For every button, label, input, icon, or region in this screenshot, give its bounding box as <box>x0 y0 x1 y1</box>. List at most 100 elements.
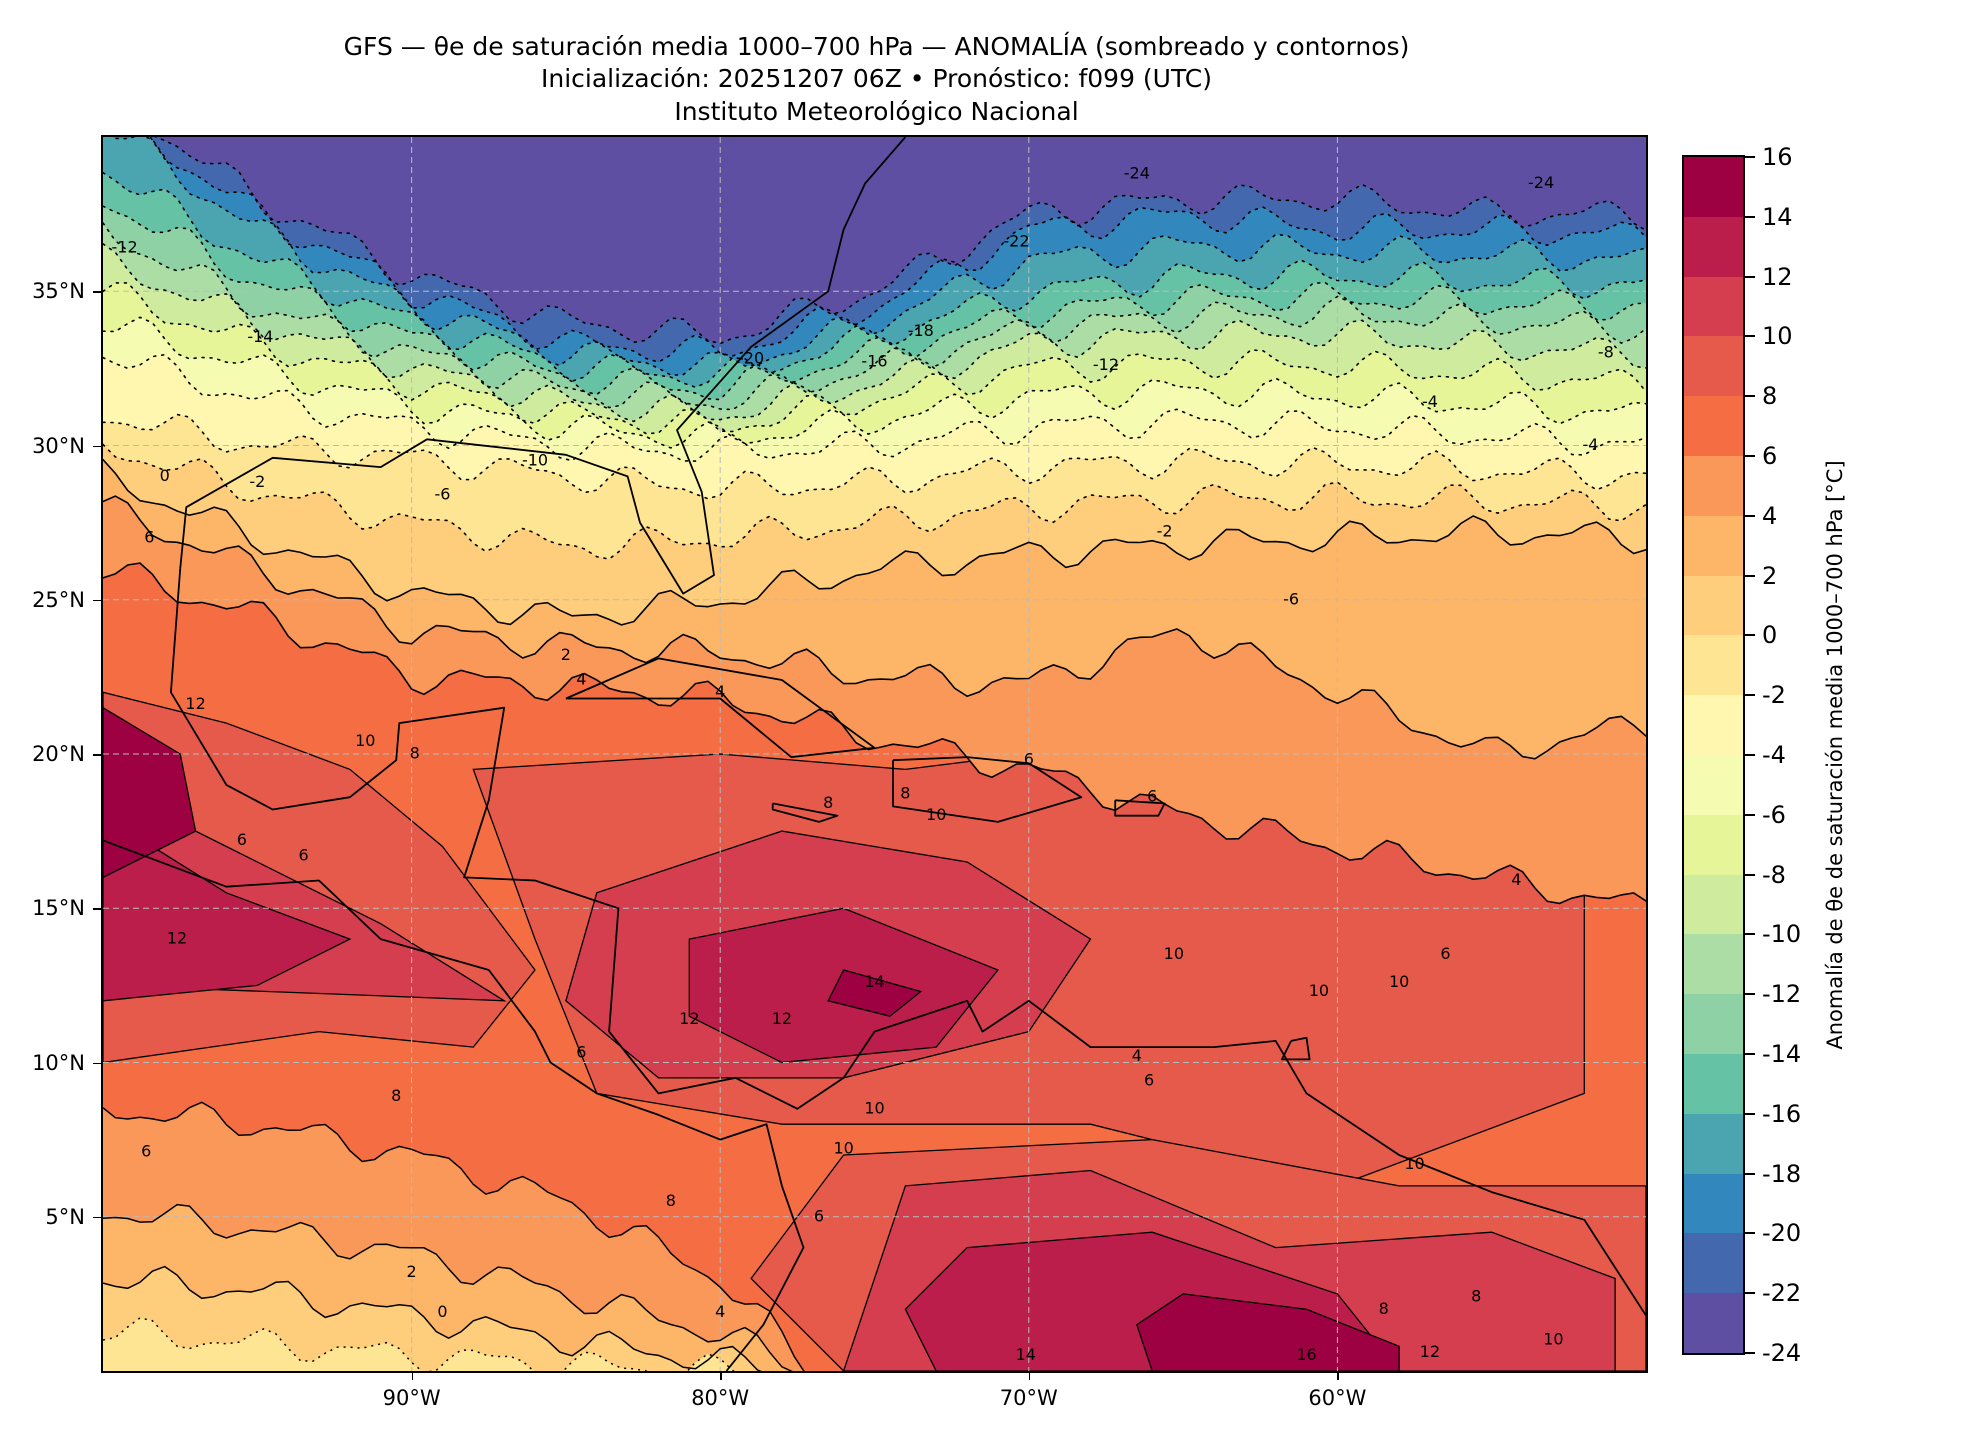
coastlines <box>103 137 1646 1371</box>
contour-line <box>103 243 1646 423</box>
colorbar-tick-label: -12 <box>1762 980 1802 1009</box>
coastline <box>565 657 876 758</box>
warm-anomaly-region-10 <box>1136 1293 1400 1371</box>
contour-label: 10 <box>1389 972 1409 991</box>
colorbar-bin <box>1684 1113 1743 1174</box>
colorbar-tick-mark <box>1745 574 1755 577</box>
y-tick-mark <box>93 1216 102 1219</box>
contour-label: -12 <box>112 238 138 257</box>
y-tick-label: 35°N <box>32 279 85 304</box>
contour-label: 10 <box>355 731 375 750</box>
colorbar-tick-mark <box>1745 1053 1755 1055</box>
y-tick-mark <box>93 445 102 447</box>
colorbar-tick-label: 4 <box>1762 501 1778 530</box>
colorbar-tick-label: -22 <box>1762 1279 1802 1308</box>
contour-lines <box>103 137 1646 1371</box>
contour-label: 10 <box>1543 1330 1563 1349</box>
contour-label: 6 <box>144 528 154 547</box>
contour-label: 12 <box>772 1009 792 1028</box>
contour-label: -6 <box>434 484 450 503</box>
contour-label: 8 <box>823 793 833 812</box>
x-tick-label: 80°W <box>691 1386 750 1410</box>
contour-label: -2 <box>249 472 265 491</box>
contour-label: 8 <box>1471 1286 1481 1305</box>
colorbar-tick-mark <box>1745 1232 1755 1235</box>
colorbar-tick-mark <box>1745 1352 1755 1354</box>
contour-label: -8 <box>1598 342 1614 361</box>
pacific-band-3 <box>103 1317 813 1371</box>
colorbar-tick-label: -10 <box>1762 920 1802 949</box>
colorbar-bin <box>1684 814 1743 875</box>
x-tick-label: 60°W <box>1308 1386 1367 1410</box>
contour-label: 6 <box>298 845 308 864</box>
chart-subtitle-init-forecast: Inicialización: 20251207 06Z • Pronóstic… <box>541 64 1212 93</box>
colorbar-tick-mark <box>1745 933 1755 936</box>
y-tick-label: 10°N <box>32 1050 85 1075</box>
y-tick-mark <box>93 1062 102 1064</box>
contour-label: -18 <box>908 321 934 340</box>
contour-label: 2 <box>561 645 571 664</box>
coastline <box>103 839 805 1371</box>
contour-label: 6 <box>1440 944 1450 963</box>
colorbar-tick-mark <box>1745 634 1755 637</box>
x-tick-mark <box>1337 1371 1339 1380</box>
colorbar-tick-mark <box>1745 813 1755 816</box>
coastline <box>1114 799 1166 817</box>
contour-label: 8 <box>391 1086 401 1105</box>
contour-label: -2 <box>1157 521 1173 540</box>
contour-label: 0 <box>160 466 170 485</box>
contour-line <box>103 413 1646 500</box>
contour-label: -6 <box>1283 589 1299 608</box>
y-tick-mark <box>93 599 102 602</box>
contour-label: 16 <box>1296 1345 1316 1364</box>
colorbar-tick-mark <box>1745 1292 1755 1295</box>
x-tick-mark <box>720 1371 722 1380</box>
contour-label: 8 <box>666 1191 676 1210</box>
coastline <box>1281 1036 1311 1061</box>
colorbar-tick-label: -20 <box>1762 1219 1802 1248</box>
map-plot-area: -24 -24 -22 -12 -14 -20 -18 -16 -12 -8 -4 -4 -10 -6 0-… <box>101 135 1648 1373</box>
colorbar-tick-label: 0 <box>1762 621 1778 650</box>
contour-line <box>103 1265 762 1371</box>
x-tick-mark <box>1028 1371 1031 1380</box>
coastline <box>892 756 1083 823</box>
warm-anomaly-region-11 <box>827 969 923 1017</box>
contour-label: 12 <box>1420 1342 1440 1361</box>
y-tick-mark <box>93 291 102 293</box>
contour-line <box>103 205 1646 401</box>
colorbar-tick-label: 2 <box>1762 561 1778 590</box>
contour-label: -4 <box>1422 392 1438 411</box>
contour-label: 4 <box>576 669 586 688</box>
contour-label: 8 <box>1379 1299 1389 1318</box>
contour-label: -24 <box>1528 173 1554 192</box>
coastline <box>771 802 839 823</box>
colorbar-tick-label: -24 <box>1762 1339 1802 1367</box>
colorbar-bin <box>1684 575 1743 636</box>
contour-label: 4 <box>715 682 725 701</box>
y-tick-label: 30°N <box>32 433 85 458</box>
contour-line <box>103 443 1646 560</box>
contour-line <box>154 137 1646 345</box>
contour-line <box>103 1203 793 1371</box>
contour-line <box>103 1101 805 1371</box>
contour-label: -16 <box>861 352 887 371</box>
colorbar-bin <box>1684 874 1743 935</box>
colorbar-tick-label: -6 <box>1762 800 1786 829</box>
y-tick-label: 5°N <box>45 1204 85 1229</box>
contour-label: 0 <box>437 1302 447 1321</box>
warm-anomaly-region-9 <box>103 706 197 879</box>
colorbar-bin <box>1684 156 1743 217</box>
contour-label: -24 <box>1124 164 1150 183</box>
colorbar-tick-label: -18 <box>1762 1159 1802 1188</box>
colorbar-tick-mark <box>1745 1172 1755 1175</box>
colorbar-tick-mark <box>1745 754 1755 756</box>
contour-label: -12 <box>1093 355 1119 374</box>
colorbar-label: Anomalía de θe de saturación media 1000–… <box>1823 460 1847 1050</box>
contour-label: 10 <box>1404 1154 1424 1173</box>
contour-line <box>149 137 1646 363</box>
colorbar-tick-mark <box>1745 455 1755 457</box>
contour-label: 6 <box>141 1141 151 1160</box>
x-tick-label: 90°W <box>382 1386 441 1410</box>
colorbar-bin <box>1684 455 1743 516</box>
contour-label: 12 <box>167 929 187 948</box>
